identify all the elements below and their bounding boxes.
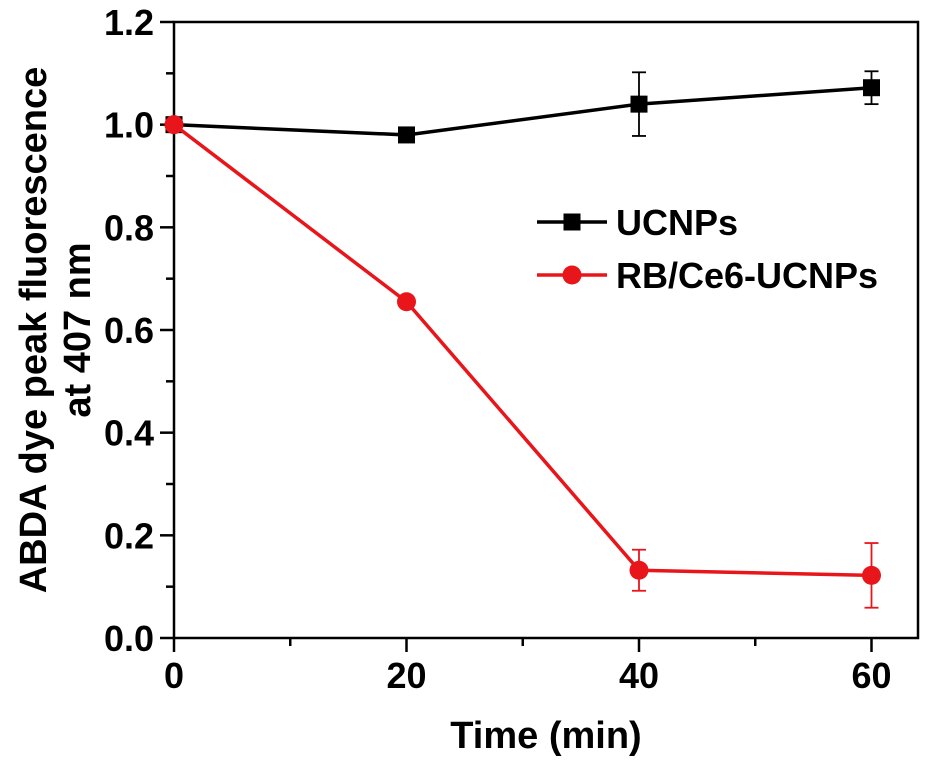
series-layer [164, 70, 881, 609]
series-line [173, 85, 872, 137]
x-tick-label: 0 [164, 655, 184, 696]
y-axis-title-line-2: at 407 nm [57, 242, 99, 417]
axes: 0 20 40 60 0.0 0.2 0.4 0.6 0.8 1.0 1.2 [104, 2, 920, 696]
series-0 [165, 70, 880, 144]
legend-item-0: UCNPs [537, 202, 738, 243]
y-tick-label: 0.8 [104, 207, 154, 248]
y-tick-label: 0.4 [104, 413, 154, 454]
data-point [630, 95, 648, 113]
data-point [629, 560, 649, 580]
legend-marker [562, 265, 582, 285]
y-tick-label: 0.0 [104, 618, 154, 659]
legend-item-1: RB/Ce6-UCNPs [537, 255, 878, 296]
y-axis-title-line-1: ABDA dye peak fluorescence [13, 67, 55, 594]
x-axis-title: Time (min) [450, 715, 641, 757]
legend-label: UCNPs [616, 202, 738, 243]
x-tick-label: 40 [619, 655, 659, 696]
data-point [863, 79, 880, 97]
y-tick-label: 1.2 [104, 2, 154, 43]
y-axis-title: ABDA dye peak fluorescence at 407 nm [13, 67, 99, 594]
data-point [862, 565, 881, 585]
plot-frame [172, 20, 920, 640]
legend-marker [563, 213, 581, 231]
x-tick-label: 60 [851, 655, 891, 696]
series-line [172, 123, 872, 578]
y-tick-label: 1.0 [104, 105, 154, 146]
data-point [164, 115, 184, 135]
x-tick-label: 20 [386, 655, 426, 696]
y-tick-label: 0.2 [104, 515, 154, 556]
data-point [397, 292, 416, 312]
data-point [398, 126, 415, 144]
y-tick-label: 0.6 [104, 310, 154, 351]
series-1 [164, 115, 881, 609]
legend-label: RB/Ce6-UCNPs [616, 255, 878, 296]
legend: UCNPs RB/Ce6-UCNPs [537, 202, 878, 296]
